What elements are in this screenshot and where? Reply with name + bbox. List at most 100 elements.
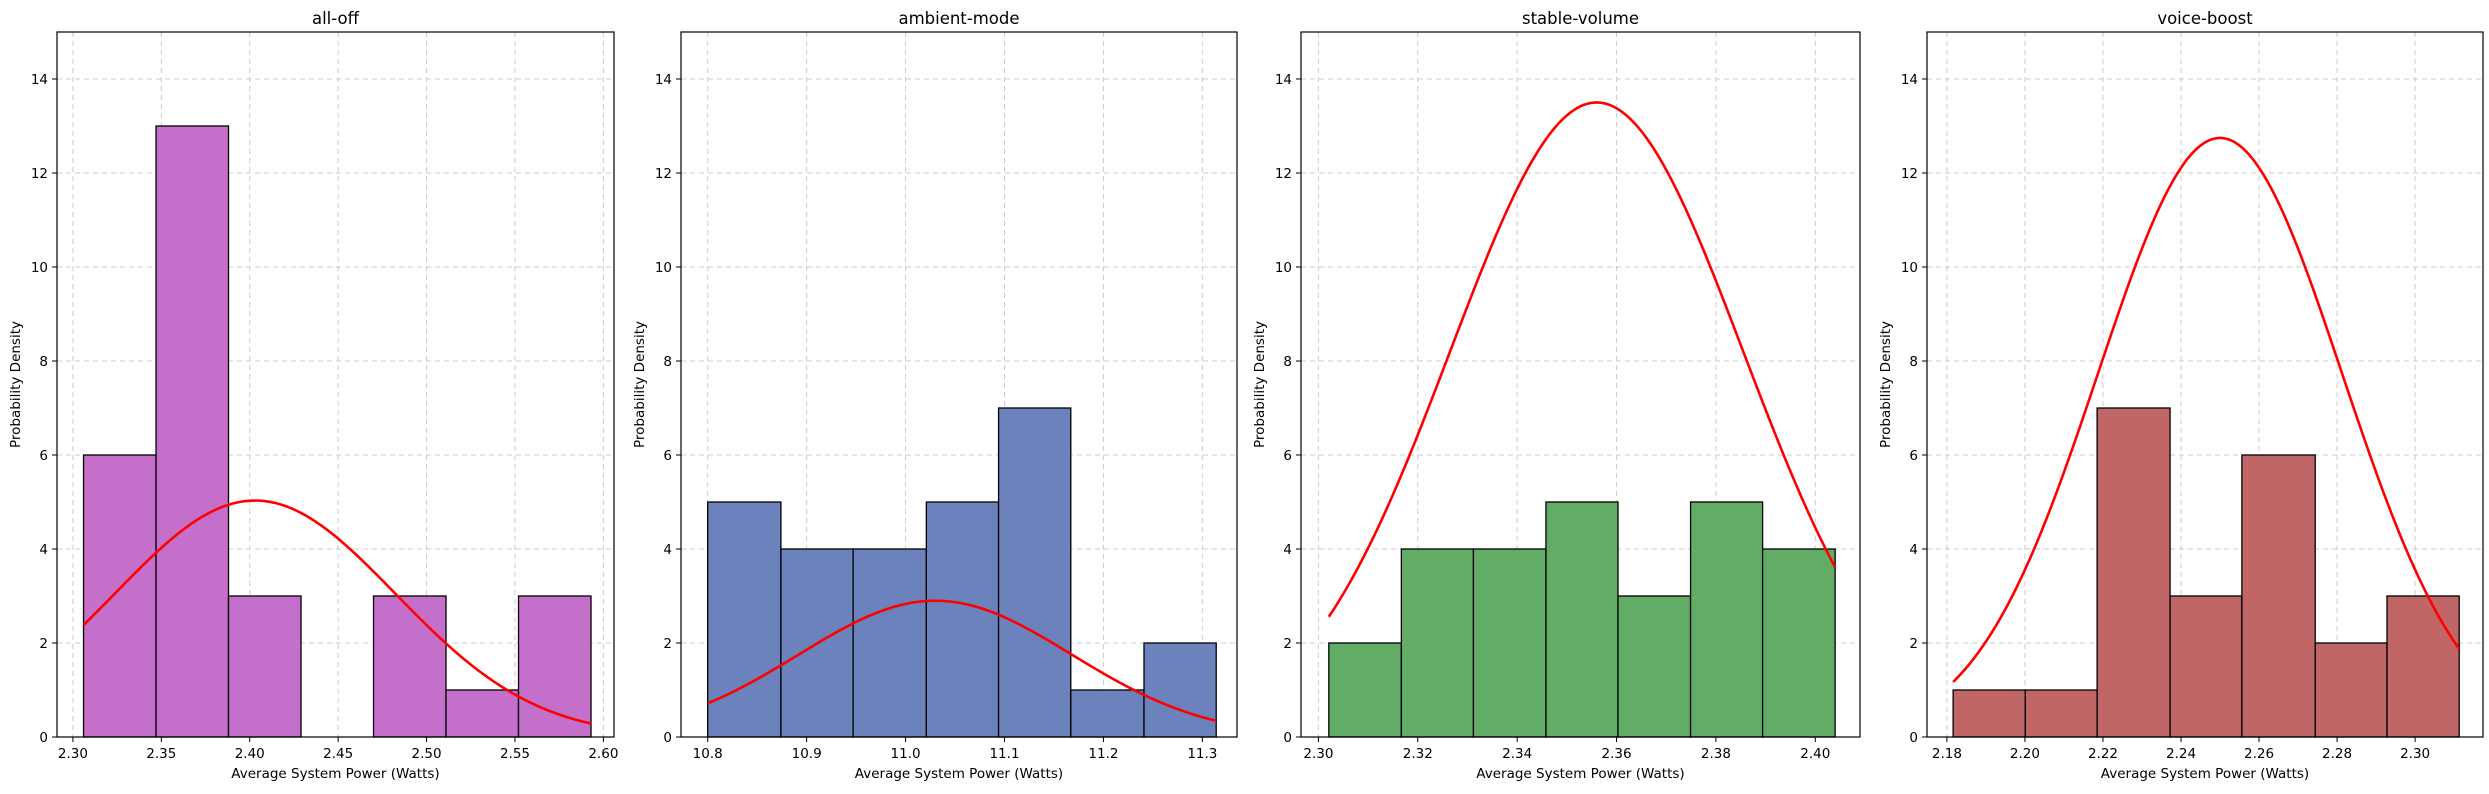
subplot-voice-boost: 2.18 2.20 2.22 2.24 2.26 2.28 2.30 0 2 4 6 8 10 12 14 v…	[1878, 9, 2484, 782]
x-tick-label: 2.50	[412, 746, 442, 762]
axes-frame	[1926, 31, 2484, 738]
y-tick-label: 6	[39, 448, 48, 464]
y-tick-label: 4	[663, 542, 672, 558]
y-tick-label: 12	[1901, 166, 1918, 182]
subplot-title: voice-boost	[2157, 9, 2253, 28]
x-tick-label: 2.30	[58, 746, 88, 762]
y-tick-label: 2	[1909, 636, 1918, 652]
histogram-bar	[1952, 689, 2026, 738]
x-tick-label: 2.55	[500, 746, 530, 762]
axes-frame	[680, 31, 1238, 738]
histogram-bar	[1761, 548, 1836, 738]
x-tick-label: 11.3	[1187, 746, 1217, 762]
y-tick-label: 0	[1909, 730, 1918, 746]
histogram-bar	[82, 454, 157, 738]
y-tick-label: 0	[1283, 730, 1292, 746]
histogram-bar	[997, 407, 1072, 738]
normal-fit-curve	[1327, 101, 1837, 618]
y-axis-label: Probability Density	[1878, 321, 1894, 448]
x-axis-label: Average System Power (Watts)	[2101, 766, 2309, 782]
histogram-bar	[1143, 642, 1217, 738]
x-tick-label: 2.38	[1701, 746, 1731, 762]
x-axis-label: Average System Power (Watts)	[1476, 766, 1684, 782]
x-tick-label: 2.24	[2166, 746, 2196, 762]
y-tick-label: 6	[663, 448, 672, 464]
subplot-title: stable-volume	[1522, 9, 1639, 28]
subplot-all-off: 2.30 2.35 2.40 2.45 2.50 2.55 2.60 0 2 4 6 8 10 12 14 a…	[8, 9, 618, 782]
y-tick-label: 2	[1283, 636, 1292, 652]
histogram-bar	[1472, 548, 1547, 738]
x-tick-label: 2.34	[1502, 746, 1532, 762]
y-tick-label: 14	[31, 72, 48, 88]
histogram-bar	[445, 689, 520, 738]
normal-fit-curve	[82, 499, 592, 725]
x-tick-label: 2.22	[2088, 746, 2118, 762]
x-tick-label: 10.9	[792, 746, 822, 762]
histogram-bar	[2241, 454, 2316, 738]
y-tick-label: 4	[1283, 542, 1292, 558]
x-tick-label: 2.32	[1403, 746, 1433, 762]
histogram-bar	[1617, 595, 1692, 738]
histogram-bar	[227, 595, 302, 738]
x-tick-label: 2.36	[1601, 746, 1631, 762]
histogram-bar	[517, 595, 592, 738]
x-tick-label: 10.8	[693, 746, 723, 762]
x-tick-label: 2.20	[2010, 746, 2040, 762]
histogram-bar	[2096, 407, 2171, 738]
axes-frame	[1300, 31, 1861, 738]
normal-fit-curve	[1952, 136, 2461, 683]
x-tick-label: 2.40	[1800, 746, 1830, 762]
subplot-ambient-mode: 10.8 10.9 11.0 11.1 11.2 11.3 0 2 4 6 8 10 12 14 ambie…	[632, 9, 1238, 782]
histogram-bar	[2386, 595, 2460, 738]
x-tick-label: 11.1	[989, 746, 1019, 762]
y-axis-label: Probability Density	[8, 321, 24, 448]
histogram-bar	[372, 595, 447, 738]
histogram-bar	[1689, 501, 1764, 738]
y-tick-label: 0	[663, 730, 672, 746]
y-axis-label: Probability Density	[1252, 321, 1268, 448]
subplot-title: all-off	[312, 9, 360, 28]
y-tick-label: 10	[655, 260, 672, 276]
histogram-bar	[1070, 689, 1145, 738]
histogram-bar	[925, 501, 1000, 738]
y-tick-label: 12	[1275, 166, 1292, 182]
histogram-bar	[1328, 642, 1403, 738]
histogram-bar	[2169, 595, 2243, 738]
x-tick-label: 11.0	[891, 746, 921, 762]
y-tick-label: 10	[31, 260, 48, 276]
y-tick-label: 8	[1283, 354, 1292, 370]
histogram-bar	[2024, 689, 2098, 738]
y-tick-label: 10	[1901, 260, 1918, 276]
y-tick-label: 6	[1283, 448, 1292, 464]
x-tick-label: 2.28	[2322, 746, 2352, 762]
x-axis-label: Average System Power (Watts)	[231, 766, 439, 782]
histogram-bar	[2314, 642, 2388, 738]
x-tick-label: 2.45	[323, 746, 353, 762]
histogram-bar	[852, 548, 928, 738]
y-tick-label: 2	[39, 636, 48, 652]
y-tick-label: 6	[1909, 448, 1918, 464]
x-tick-label: 2.18	[1932, 746, 1962, 762]
y-tick-label: 10	[1275, 260, 1292, 276]
y-tick-label: 12	[31, 166, 48, 182]
histogram-bar	[155, 125, 230, 738]
histogram-bar	[1545, 501, 1619, 738]
histogram-bar	[1400, 548, 1475, 738]
y-tick-label: 14	[1901, 72, 1918, 88]
y-tick-label: 14	[655, 72, 672, 88]
x-tick-label: 2.35	[146, 746, 176, 762]
y-tick-label: 0	[39, 730, 48, 746]
y-tick-label: 14	[1275, 72, 1292, 88]
x-tick-label: 11.2	[1088, 746, 1118, 762]
x-tick-label: 2.30	[2400, 746, 2430, 762]
x-tick-label: 2.40	[235, 746, 265, 762]
y-tick-label: 4	[1909, 542, 1918, 558]
histogram-bar	[707, 501, 782, 738]
x-tick-label: 2.30	[1303, 746, 1333, 762]
y-tick-label: 8	[1909, 354, 1918, 370]
subplot-title: ambient-mode	[898, 9, 1019, 28]
y-axis-label: Probability Density	[632, 321, 648, 448]
y-tick-label: 8	[39, 354, 48, 370]
x-tick-label: 2.60	[588, 746, 618, 762]
